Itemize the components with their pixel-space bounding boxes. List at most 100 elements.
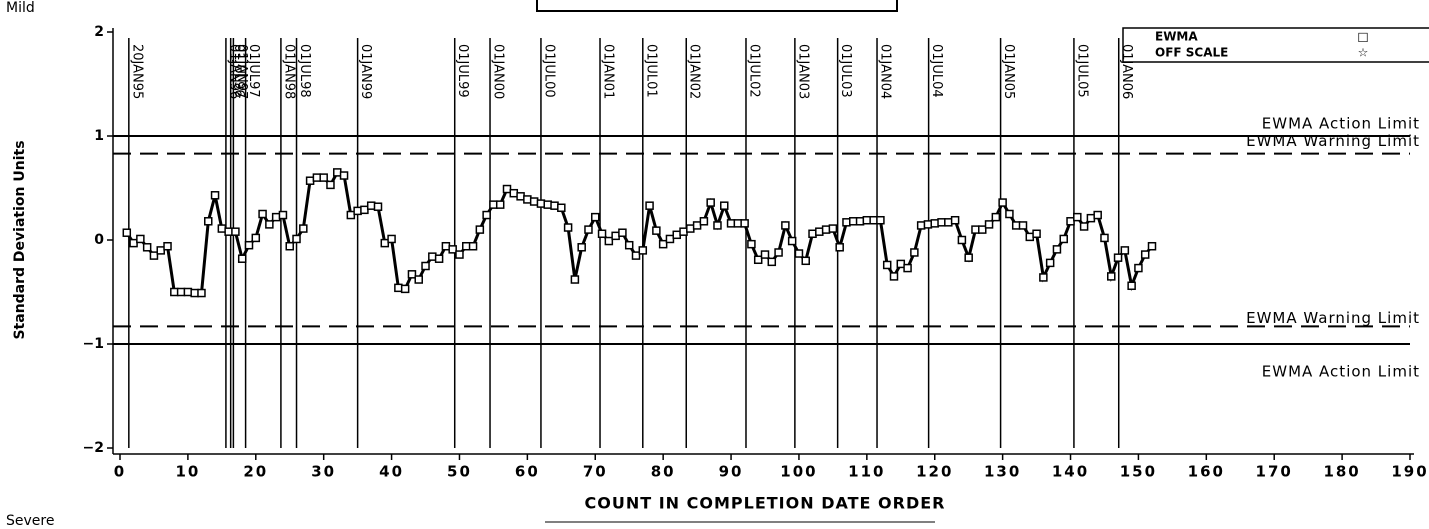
x-tick-label: 130 bbox=[984, 463, 1021, 481]
data-point bbox=[801, 256, 810, 266]
data-point bbox=[720, 201, 729, 210]
reference-label: 01JUL97 bbox=[246, 44, 261, 98]
data-point bbox=[686, 224, 695, 233]
data-point bbox=[835, 243, 844, 252]
data-point bbox=[794, 249, 804, 258]
data-point bbox=[394, 283, 403, 293]
limit-label: EWMA Warning Limit bbox=[1246, 132, 1420, 150]
x-tick-label: 60 bbox=[515, 463, 540, 481]
data-point bbox=[1113, 253, 1123, 262]
data-point bbox=[468, 241, 478, 251]
reference-label: 01JUL99 bbox=[455, 44, 470, 98]
data-point bbox=[944, 218, 953, 227]
reference-label: 01JUL00 bbox=[541, 44, 556, 98]
data-point bbox=[876, 215, 885, 225]
limit-label: EWMA Action Limit bbox=[1262, 115, 1420, 133]
data-point bbox=[781, 221, 790, 230]
data-point bbox=[366, 201, 376, 210]
data-point bbox=[1107, 272, 1116, 281]
data-point bbox=[136, 234, 145, 244]
reference-label: 01JUL02 bbox=[746, 44, 761, 98]
reference-label: 01JAN06 bbox=[1119, 44, 1134, 99]
data-point bbox=[407, 270, 417, 279]
data-point bbox=[1079, 222, 1089, 231]
data-point bbox=[753, 255, 763, 265]
legend-label: EWMA bbox=[1155, 30, 1198, 44]
data-point bbox=[237, 254, 247, 263]
legend-symbol: □ bbox=[1357, 30, 1368, 44]
data-point bbox=[638, 246, 648, 255]
data-point bbox=[1147, 241, 1157, 251]
data-point bbox=[896, 259, 906, 269]
data-point bbox=[1127, 281, 1136, 291]
reference-label: 20JAN95 bbox=[129, 44, 144, 99]
data-point bbox=[299, 224, 308, 233]
data-point bbox=[957, 235, 967, 245]
title-box bbox=[536, 0, 898, 12]
data-point bbox=[421, 261, 430, 271]
data-point bbox=[937, 218, 946, 227]
data-point bbox=[699, 217, 709, 226]
data-point bbox=[808, 229, 817, 239]
reference-label: 01JUL05 bbox=[1074, 44, 1089, 98]
data-point bbox=[156, 246, 165, 255]
data-point bbox=[584, 225, 593, 234]
data-point bbox=[434, 254, 444, 263]
data-point bbox=[122, 228, 132, 237]
data-point bbox=[475, 225, 485, 234]
reference-label: 01JAN05 bbox=[1001, 44, 1016, 99]
data-point bbox=[563, 223, 573, 232]
data-point bbox=[502, 184, 512, 194]
data-point bbox=[414, 275, 423, 284]
data-point bbox=[903, 263, 912, 273]
data-point bbox=[998, 198, 1007, 207]
legend-symbol: ☆ bbox=[1358, 46, 1369, 60]
data-point bbox=[862, 215, 872, 225]
data-point bbox=[1032, 229, 1041, 239]
data-point bbox=[346, 210, 356, 220]
data-point bbox=[679, 227, 688, 236]
data-point bbox=[482, 210, 491, 220]
reference-label: 01JAN98 bbox=[281, 44, 296, 99]
data-point bbox=[869, 215, 878, 225]
data-point bbox=[428, 252, 437, 261]
legend-box bbox=[1122, 27, 1429, 63]
data-point bbox=[183, 287, 193, 297]
data-point bbox=[292, 234, 301, 244]
data-point bbox=[652, 226, 661, 235]
data-point bbox=[991, 212, 1001, 222]
data-point bbox=[1120, 246, 1130, 255]
x-tick-label: 120 bbox=[916, 463, 953, 481]
data-point bbox=[333, 168, 342, 177]
data-point bbox=[149, 251, 159, 260]
data-point bbox=[326, 180, 335, 190]
x-tick-label: 10 bbox=[175, 463, 200, 481]
x-tick-label: 170 bbox=[1256, 463, 1293, 481]
data-point bbox=[516, 192, 525, 201]
limit-label: EWMA Warning Limit bbox=[1246, 309, 1420, 327]
data-point bbox=[611, 231, 620, 241]
x-tick-label: 110 bbox=[848, 463, 885, 481]
x-tick-label: 180 bbox=[1323, 463, 1360, 481]
data-point bbox=[204, 217, 213, 226]
data-point bbox=[190, 288, 199, 298]
x-tick-label: 90 bbox=[719, 463, 744, 481]
y-tick-label: −1 bbox=[83, 336, 104, 352]
legend-label: OFF SCALE bbox=[1155, 46, 1228, 60]
data-point bbox=[523, 195, 532, 204]
x-tick-label: 150 bbox=[1120, 463, 1157, 481]
data-point bbox=[129, 238, 138, 248]
y-tick-label: 1 bbox=[94, 128, 104, 144]
reference-label: 01JAN99 bbox=[358, 44, 373, 99]
x-axis-label: COUNT IN COMPLETION DATE ORDER bbox=[585, 494, 946, 513]
data-point bbox=[964, 253, 973, 262]
data-point bbox=[441, 241, 451, 251]
data-point bbox=[570, 275, 580, 284]
data-point bbox=[591, 212, 600, 222]
x-tick-label: 0 bbox=[114, 463, 126, 481]
data-point bbox=[916, 221, 926, 230]
data-point bbox=[1059, 234, 1068, 244]
reference-label: 01JAN01 bbox=[601, 44, 616, 99]
data-point bbox=[1025, 232, 1035, 242]
